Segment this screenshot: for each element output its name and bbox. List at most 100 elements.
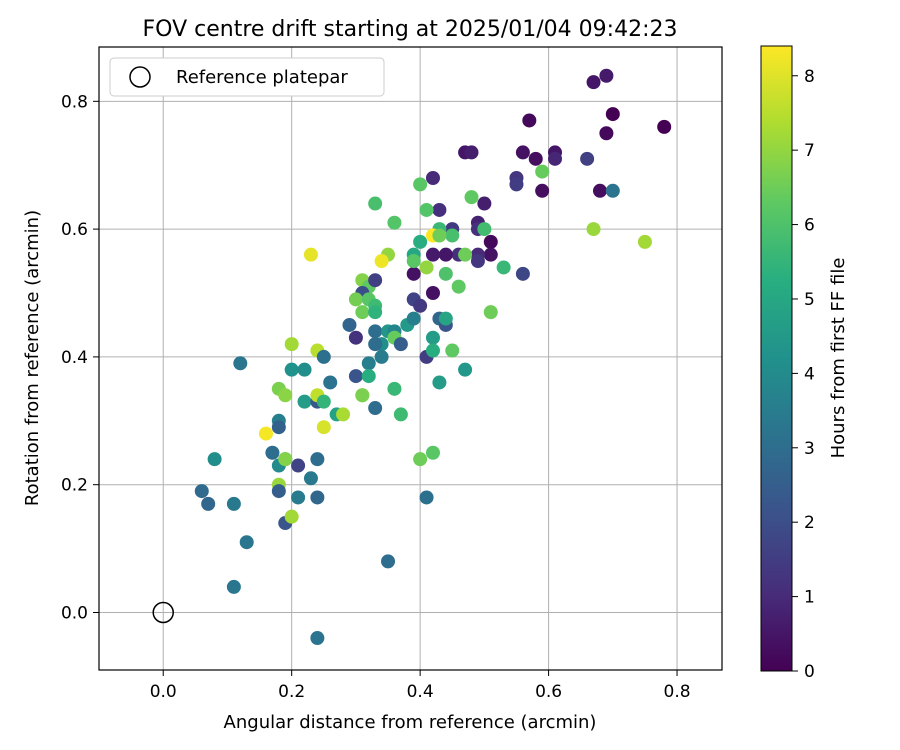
x-tick-label: 0.8 (664, 682, 691, 702)
data-point (438, 266, 453, 281)
data-point (239, 535, 254, 550)
colorbar-gradient (760, 45, 793, 672)
data-point (515, 145, 530, 160)
data-point (233, 356, 248, 371)
data-point (393, 337, 408, 352)
data-point (291, 458, 306, 473)
data-point (477, 196, 492, 211)
data-point (303, 247, 318, 262)
data-point (368, 324, 383, 339)
data-point (361, 369, 376, 384)
data-point (522, 113, 537, 128)
data-point (201, 496, 216, 511)
colorbar-label: Hours from first FF file (828, 258, 849, 459)
data-point (271, 420, 286, 435)
data-point (425, 330, 440, 345)
data-point (406, 266, 421, 281)
x-tick-label: 0.0 (150, 682, 177, 702)
data-point (432, 375, 447, 390)
data-point (342, 317, 357, 332)
data-point (425, 445, 440, 460)
data-point (374, 254, 389, 269)
data-point (464, 145, 479, 160)
data-point (580, 151, 595, 166)
y-tick-label: 0.0 (61, 603, 88, 623)
legend-marker-icon (129, 66, 151, 88)
data-point (361, 356, 376, 371)
data-point (515, 266, 530, 281)
y-tick-label: 0.6 (61, 220, 88, 240)
data-point (451, 279, 466, 294)
data-point (458, 247, 473, 262)
data-point (528, 151, 543, 166)
data-point (637, 234, 652, 249)
data-point (355, 305, 370, 320)
data-point (265, 445, 280, 460)
data-point (381, 554, 396, 569)
data-point (470, 254, 485, 269)
data-point (548, 151, 563, 166)
data-point (599, 126, 614, 141)
data-point (477, 222, 492, 237)
data-point (226, 496, 241, 511)
x-tick-label: 0.2 (278, 682, 305, 702)
data-point (355, 388, 370, 403)
data-point (387, 215, 402, 230)
data-point (535, 183, 550, 198)
colorbar-tick-label: 2 (804, 513, 815, 533)
colorbar: 0 1 2 3 4 5 6 7 8 Hours from first FF file (760, 45, 849, 682)
data-point (586, 222, 601, 237)
colorbar-tick-label: 1 (804, 588, 815, 608)
data-point (284, 337, 299, 352)
data-point (310, 490, 325, 505)
data-point (599, 68, 614, 83)
data-point (226, 579, 241, 594)
colorbar-ticks: 0 1 2 3 4 5 6 7 8 (792, 67, 815, 682)
data-point (413, 452, 428, 467)
data-point (483, 234, 498, 249)
data-point (348, 369, 363, 384)
colorbar-tick-label: 3 (804, 439, 815, 459)
data-point (406, 311, 421, 326)
colorbar-tick-label: 7 (804, 141, 815, 161)
data-point (297, 394, 312, 409)
chart-title: FOV centre drift starting at 2025/01/04 … (143, 17, 678, 42)
data-point (464, 190, 479, 205)
data-point (368, 401, 383, 416)
data-point (278, 388, 293, 403)
y-tick-label: 0.8 (61, 92, 88, 112)
data-point (425, 247, 440, 262)
data-points (194, 68, 672, 646)
colorbar-tick-label: 5 (804, 290, 815, 310)
data-point (316, 420, 331, 435)
data-point (586, 75, 601, 90)
data-point (413, 177, 428, 192)
data-point (413, 234, 428, 249)
data-point (284, 509, 299, 524)
data-point (483, 247, 498, 262)
grid (99, 47, 722, 670)
x-tick-label: 0.4 (407, 682, 434, 702)
data-point (278, 452, 293, 467)
x-axis-label: Angular distance from reference (arcmin) (224, 712, 597, 733)
data-point (438, 311, 453, 326)
data-point (419, 202, 434, 217)
data-point (425, 170, 440, 185)
data-point (291, 490, 306, 505)
data-point (303, 471, 318, 486)
data-point (323, 375, 338, 390)
data-point (316, 394, 331, 409)
legend-box (109, 57, 385, 97)
data-point (419, 260, 434, 275)
data-point (425, 343, 440, 358)
y-tick-label: 0.4 (61, 348, 88, 368)
y-tick-label: 0.2 (61, 476, 88, 496)
data-point (368, 196, 383, 211)
data-point (509, 177, 524, 192)
legend-label: Reference platepar (176, 67, 348, 88)
data-point (483, 305, 498, 320)
data-point (194, 484, 209, 499)
data-point (432, 202, 447, 217)
colorbar-tick-label: 0 (804, 662, 815, 682)
